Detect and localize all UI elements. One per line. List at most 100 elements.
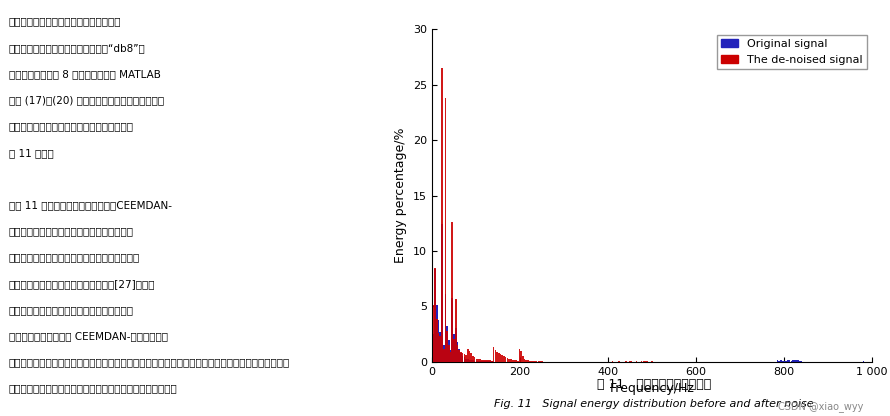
Bar — [536, 361, 538, 362]
Bar — [508, 359, 510, 362]
Bar — [453, 334, 455, 362]
Bar — [490, 360, 491, 362]
Bar — [782, 361, 783, 362]
Bar — [477, 361, 479, 362]
Bar — [486, 360, 488, 362]
Bar — [503, 357, 505, 362]
Bar — [517, 361, 519, 362]
Bar — [467, 349, 469, 362]
Bar — [448, 345, 449, 362]
Bar — [801, 361, 803, 362]
Bar — [455, 327, 457, 362]
Bar — [479, 361, 481, 362]
Bar — [460, 353, 462, 362]
Text: CSDN @xiao_wyy: CSDN @xiao_wyy — [778, 401, 863, 412]
Bar — [473, 361, 475, 362]
Bar — [527, 360, 529, 362]
Bar — [505, 357, 506, 362]
Bar — [530, 361, 532, 362]
Bar — [790, 361, 792, 362]
Text: 带能量百分比呈减小的趋势。研究发现[27]，隔道: 带能量百分比呈减小的趋势。研究发现[27]，隔道 — [9, 279, 156, 289]
Bar — [457, 342, 458, 362]
Text: 爆破信号的特征信息主要集中在中低频率带。: 爆破信号的特征信息主要集中在中低频率带。 — [9, 305, 133, 315]
Bar — [440, 332, 441, 362]
Bar — [440, 337, 441, 362]
Bar — [451, 222, 453, 362]
Bar — [521, 351, 522, 362]
Bar — [514, 360, 515, 362]
Bar — [519, 349, 521, 362]
Legend: Original signal, The de-noised signal: Original signal, The de-noised signal — [716, 35, 867, 69]
Bar — [493, 347, 495, 362]
Bar — [491, 361, 493, 362]
Bar — [453, 339, 455, 362]
Bar — [796, 360, 797, 362]
Bar — [486, 361, 488, 362]
Bar — [484, 361, 486, 362]
Bar — [479, 359, 481, 362]
Text: Fig. 11   Signal energy distribution before and after noise: Fig. 11 Signal energy distribution befor… — [494, 399, 814, 409]
Bar — [497, 352, 498, 362]
Bar — [443, 349, 444, 362]
Bar — [434, 269, 436, 362]
Bar — [436, 319, 438, 362]
Text: 中的特征信息，为后续对爆破信号进行深入分析奠定了基础。: 中的特征信息，为后续对爆破信号进行深入分析奠定了基础。 — [9, 384, 178, 394]
Y-axis label: Energy percentage/%: Energy percentage/% — [394, 128, 407, 263]
Bar — [472, 360, 473, 362]
Text: 图 11 所示。: 图 11 所示。 — [9, 148, 53, 158]
Bar — [438, 320, 440, 362]
Bar — [512, 360, 514, 362]
Text: 小波包降噪得到的纯净信号中低频带能量百分: 小波包降噪得到的纯净信号中低频带能量百分 — [9, 226, 133, 236]
Bar — [498, 353, 499, 362]
Bar — [499, 354, 501, 362]
Bar — [785, 361, 787, 362]
Bar — [441, 68, 443, 362]
Bar — [449, 350, 451, 362]
Bar — [434, 267, 436, 362]
Text: 号为研究对象进行小波包分析，选用“db8”小: 号为研究对象进行小波包分析，选用“db8”小 — [9, 43, 146, 53]
Bar — [438, 333, 440, 362]
Bar — [445, 98, 446, 362]
Bar — [501, 355, 503, 362]
Bar — [443, 345, 444, 362]
Bar — [506, 358, 508, 362]
Bar — [495, 350, 496, 362]
Bar — [448, 340, 449, 362]
Bar — [473, 357, 475, 362]
Bar — [457, 345, 458, 362]
Bar — [475, 359, 477, 362]
Bar — [534, 361, 536, 362]
Bar — [777, 360, 779, 362]
Bar — [471, 360, 472, 362]
Bar — [455, 299, 457, 362]
Text: 以原始爆破信号及经降噪处理后的纯净信: 以原始爆破信号及经降噪处理后的纯净信 — [9, 17, 121, 27]
Bar — [462, 353, 464, 362]
Bar — [797, 360, 799, 362]
Bar — [787, 360, 789, 362]
Bar — [446, 331, 448, 362]
Bar — [465, 359, 467, 362]
Bar — [484, 360, 486, 362]
Bar — [433, 334, 434, 362]
Bar — [469, 360, 470, 362]
Bar — [794, 360, 796, 362]
Bar — [523, 359, 525, 362]
Bar — [779, 361, 781, 362]
Text: 因此，可以得到：经过 CEEMDAN-小波包降噪处: 因此，可以得到：经过 CEEMDAN-小波包降噪处 — [9, 331, 168, 341]
Text: 波基函数分别进行 8 层分解，并利用 MATLAB: 波基函数分别进行 8 层分解，并利用 MATLAB — [9, 69, 161, 79]
Bar — [433, 305, 434, 362]
Bar — [488, 360, 490, 362]
Text: 图 11   小波包能量占有百分比: 图 11 小波包能量占有百分比 — [597, 378, 711, 391]
Bar — [783, 361, 785, 362]
Bar — [471, 353, 472, 362]
Bar — [458, 349, 460, 362]
Bar — [464, 357, 465, 362]
Bar — [529, 361, 530, 362]
Bar — [799, 361, 801, 362]
Bar — [789, 360, 790, 362]
Bar — [477, 359, 479, 362]
Bar — [482, 361, 484, 362]
Bar — [465, 355, 467, 362]
Bar — [436, 305, 438, 362]
Text: 由图 11 中可知，与原始信号相比，CEEMDAN-: 由图 11 中可知，与原始信号相比，CEEMDAN- — [9, 200, 172, 210]
